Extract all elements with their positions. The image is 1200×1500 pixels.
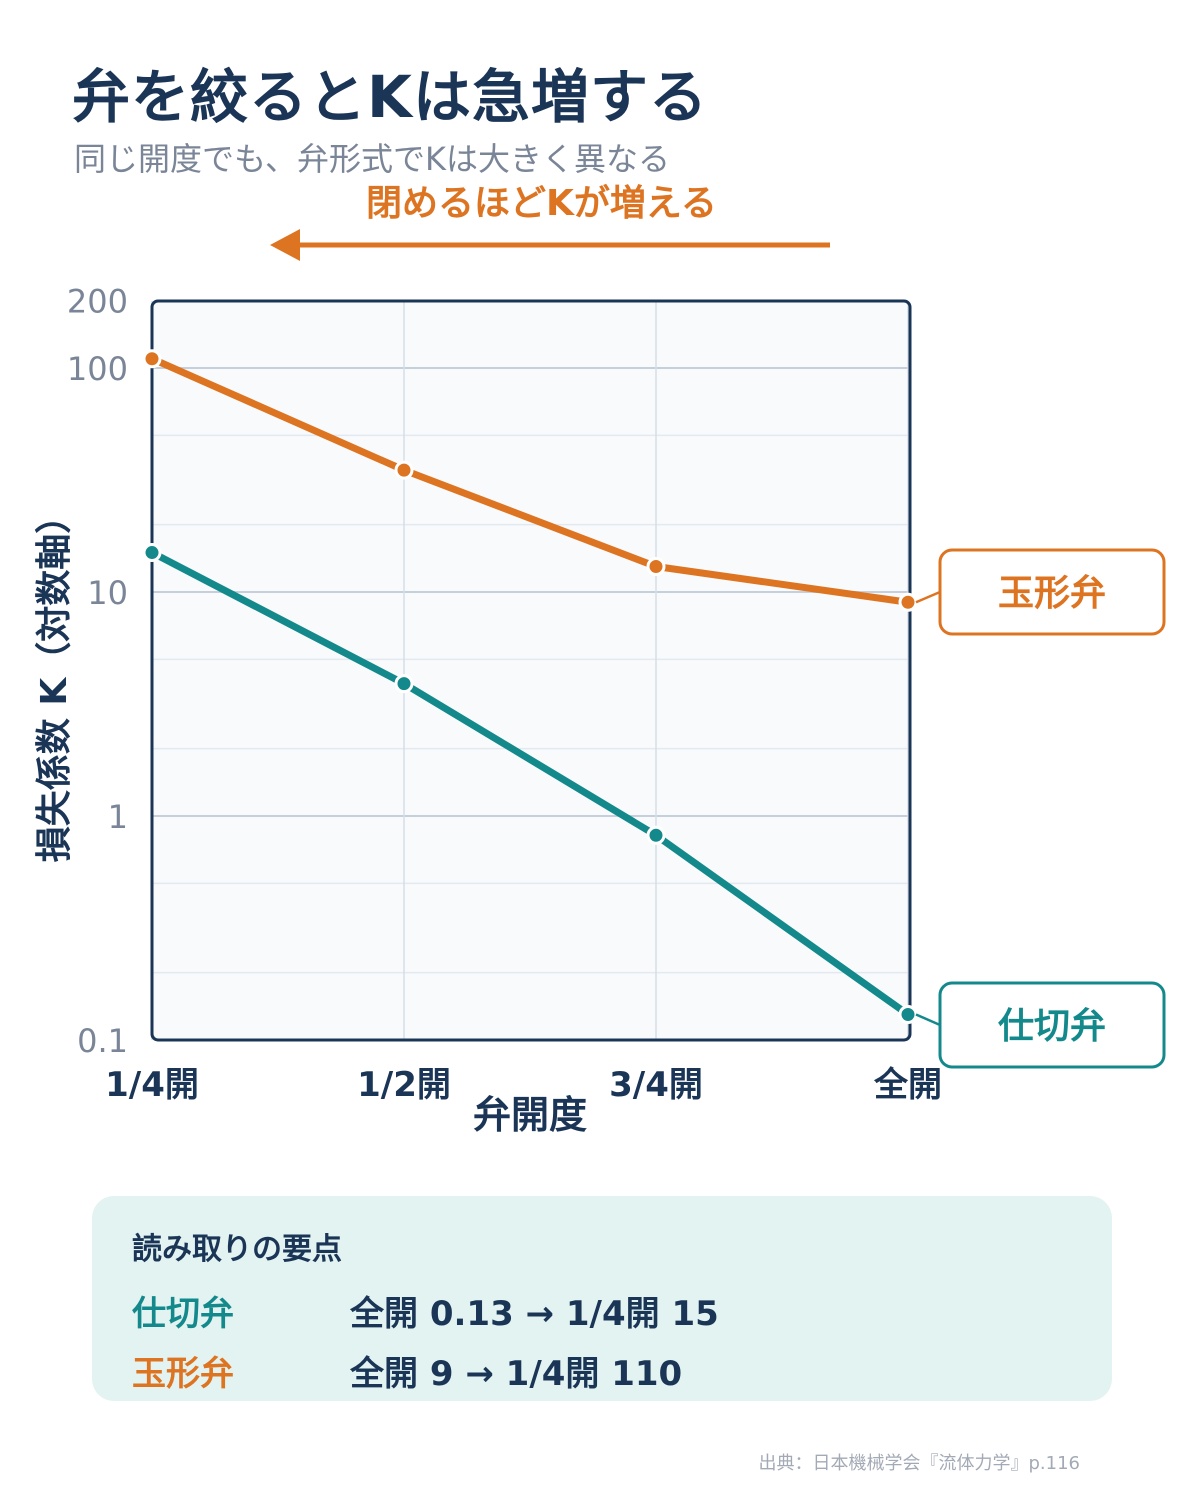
series-line-0 — [148, 355, 912, 606]
data-point — [394, 674, 414, 694]
series-label: 玉形弁 — [998, 573, 1106, 614]
y-tick-label: 10 — [87, 574, 128, 612]
summary-row-globe-value: 全開 9 → 1/4開 110 — [350, 1354, 683, 1394]
data-point — [142, 349, 162, 369]
x-tick-label: 1/2開 — [357, 1065, 451, 1105]
page-title: 弁を絞るとKは急増する — [72, 63, 708, 131]
y-tick-label: 200 — [67, 283, 128, 321]
x-tick-label: 全開 — [873, 1065, 942, 1105]
data-point — [142, 543, 162, 563]
series-label-box — [938, 548, 1166, 636]
x-tick-label: 1/4開 — [105, 1065, 199, 1105]
y-tick-label: 0.1 — [77, 1022, 128, 1060]
source-note: 出典：日本機械学会『流体力学』p.116 — [758, 1453, 1080, 1474]
y-tick-label: 1 — [108, 798, 128, 836]
plot-area — [152, 301, 910, 1040]
series-leader-line — [915, 1013, 941, 1027]
series-line-1 — [148, 549, 912, 1018]
summary-row-gate-value: 全開 0.13 → 1/4開 15 — [350, 1294, 719, 1334]
summary-title: 読み取りの要点 — [132, 1232, 342, 1267]
summary-box — [92, 1196, 1112, 1401]
arrow-left-icon — [270, 229, 300, 261]
series-leader-line — [915, 590, 941, 604]
data-point — [646, 825, 666, 845]
data-point — [898, 592, 918, 612]
x-axis-title: 弁開度 — [473, 1093, 587, 1137]
y-axis-title: 損失係数 K（対数軸） — [34, 498, 75, 862]
data-point — [646, 556, 666, 576]
arrow-annotation-label: 閉めるほどKが増える — [366, 183, 717, 224]
y-tick-label: 100 — [67, 350, 128, 388]
series-label: 仕切弁 — [998, 1006, 1106, 1047]
summary-row-gate-name: 仕切弁 — [132, 1294, 234, 1334]
data-point — [898, 1004, 918, 1024]
series-label-box — [938, 981, 1166, 1069]
page-subtitle: 同じ開度でも、弁形式でKは大きく異なる — [74, 140, 671, 178]
plot-frame — [150, 299, 912, 1042]
data-point — [394, 460, 414, 480]
summary-row-globe-name: 玉形弁 — [132, 1354, 234, 1394]
x-tick-label: 3/4開 — [609, 1065, 703, 1105]
